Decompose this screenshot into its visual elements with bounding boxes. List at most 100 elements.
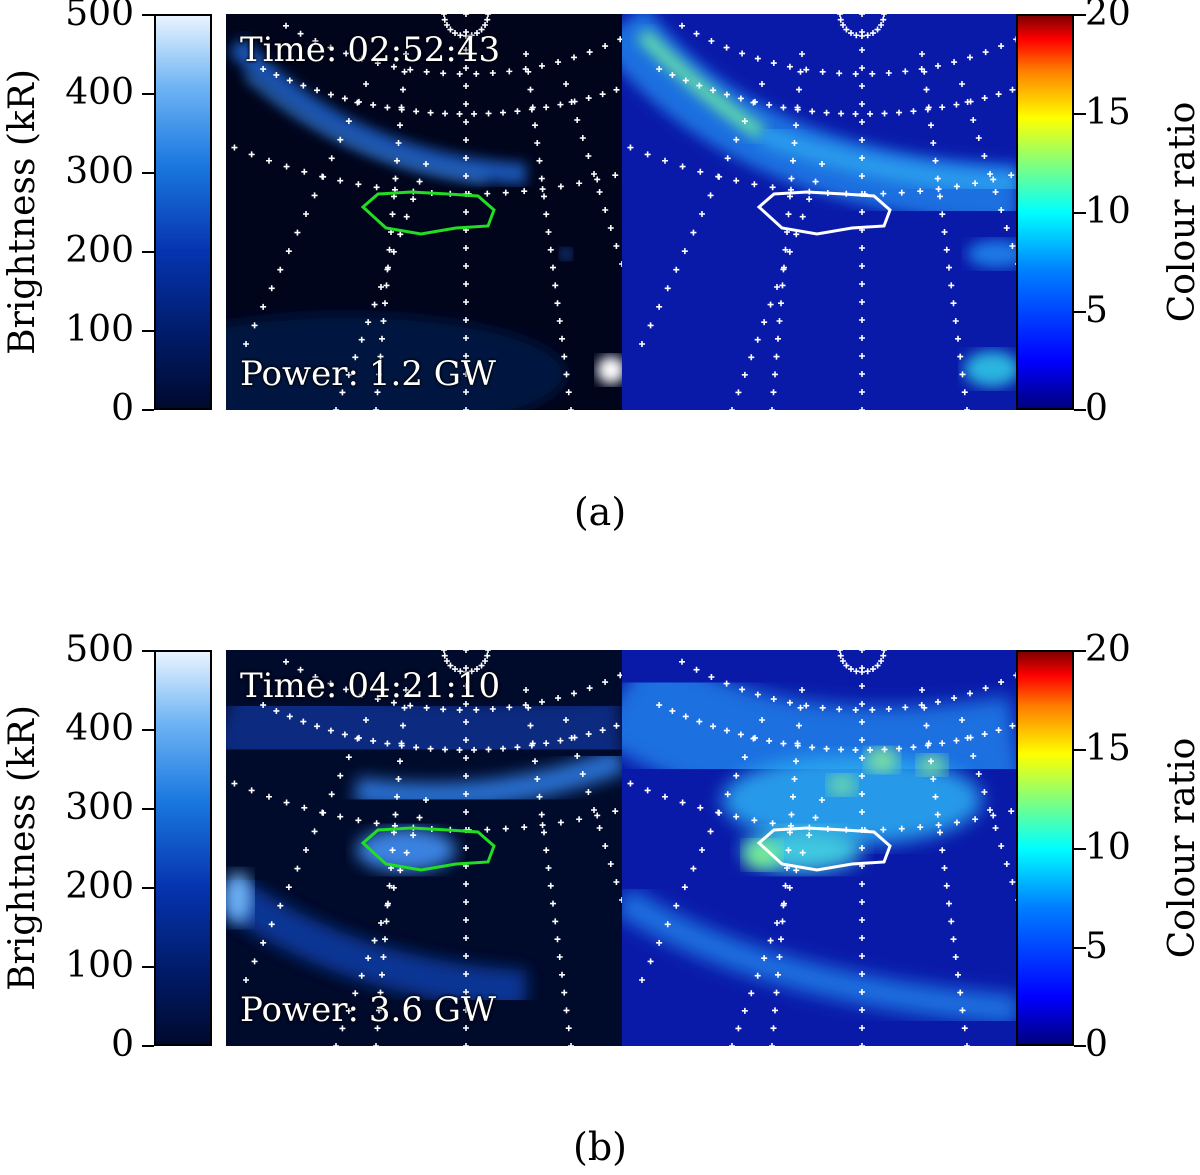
grid-cross	[339, 1025, 346, 1032]
figure-panel-b: Brightness (kR) 500 400 300 200 100 0 Ti	[0, 632, 1200, 1063]
grid-cross	[995, 91, 1002, 98]
grid-cross	[463, 299, 469, 305]
grid-cross	[383, 282, 390, 289]
grid-cross	[644, 787, 651, 794]
grid-cross	[741, 754, 748, 761]
grid-cross	[859, 791, 865, 797]
grid-cross	[859, 701, 865, 707]
grid-cross	[843, 26, 850, 33]
grid-cross	[848, 30, 854, 37]
grid-cross	[463, 845, 469, 851]
grid-cross	[514, 108, 521, 115]
grid-cross	[528, 106, 535, 113]
grid-cross	[910, 744, 917, 751]
grid-cross	[400, 722, 406, 729]
grid-cross	[407, 66, 414, 73]
grid-cross	[463, 47, 469, 53]
grid-cross	[937, 193, 943, 200]
brightness-tick-label: 0	[111, 388, 134, 429]
grid-cross	[837, 652, 844, 659]
grid-cross	[662, 157, 669, 164]
grid-cross	[500, 109, 507, 116]
grid-cross	[617, 672, 622, 679]
grid-cross	[380, 954, 387, 960]
grid-cross	[345, 754, 352, 761]
grid-cross	[563, 81, 569, 87]
grid-cross	[874, 662, 881, 669]
grid-cross	[403, 687, 409, 693]
grid-cross	[859, 989, 865, 995]
grid-cross	[403, 51, 409, 57]
region-outline	[756, 190, 892, 236]
grid-cross	[806, 196, 813, 203]
grid-cross	[733, 136, 740, 143]
grid-cross	[485, 14, 491, 17]
grid-cross	[576, 816, 583, 823]
grid-cross	[741, 1007, 748, 1014]
grid-cross	[794, 106, 801, 113]
grid-cross	[838, 746, 845, 753]
grid-cross	[797, 68, 804, 75]
grid-cross	[563, 717, 569, 723]
grid-cross	[923, 722, 930, 729]
grid-cross	[786, 248, 793, 255]
grid-cross	[565, 1025, 572, 1032]
grid-cross	[990, 812, 997, 819]
grid-cross	[463, 245, 469, 251]
grid-cross	[819, 68, 826, 75]
grid-cross	[898, 189, 905, 196]
grid-cross	[852, 110, 859, 117]
grid-cross	[679, 22, 685, 29]
grid-cross	[456, 706, 463, 713]
grid-cross	[457, 668, 464, 675]
grid-cross	[934, 175, 941, 182]
grid-cross	[377, 353, 384, 360]
grid-cross	[273, 71, 280, 78]
grid-cross	[478, 26, 485, 33]
grid-cross	[283, 658, 289, 665]
grid-cross	[759, 717, 765, 723]
grid-cross	[902, 704, 909, 711]
grid-cross	[729, 1043, 735, 1046]
grid-cross	[556, 318, 563, 324]
grid-cross	[859, 353, 865, 359]
grid-cross	[696, 718, 703, 725]
grid-cross	[251, 322, 258, 329]
colour-ratio-axis-title: Colour ratio	[1162, 737, 1200, 959]
grid-cross	[260, 66, 267, 73]
grid-cross	[463, 83, 469, 89]
grid-cross	[559, 335, 565, 342]
grid-cross	[441, 652, 448, 659]
grid-cross	[397, 758, 403, 765]
grid-cross	[382, 936, 388, 943]
grid-cross	[656, 66, 663, 73]
brightness-tick-label: 500	[65, 629, 134, 670]
grid-cross	[859, 669, 865, 675]
grid-cross	[881, 650, 887, 653]
grid-cross	[809, 744, 816, 751]
grid-cross	[463, 719, 469, 725]
grid-cross	[478, 662, 485, 669]
grid-cross	[547, 882, 554, 889]
grid-cross	[374, 389, 381, 396]
grid-cross	[961, 389, 968, 396]
grid-cross	[910, 108, 917, 115]
grid-cross	[386, 246, 393, 253]
grid-cross	[394, 157, 400, 164]
grid-cross	[918, 66, 925, 73]
grid-cross	[951, 59, 958, 66]
grid-cross	[823, 109, 830, 116]
grid-cross	[579, 135, 586, 141]
grid-cross	[602, 679, 609, 686]
grid-cross	[286, 77, 293, 84]
grid-cross	[791, 776, 798, 782]
grid-cross	[333, 1043, 339, 1046]
grid-cross	[998, 207, 1005, 213]
grid-cross	[819, 161, 825, 167]
grid-cross	[794, 742, 801, 749]
grid-cross	[474, 30, 480, 37]
grid-cross	[982, 49, 989, 56]
grid-cross	[384, 902, 391, 909]
grid-cross	[859, 209, 865, 215]
grid-cross	[482, 22, 489, 28]
